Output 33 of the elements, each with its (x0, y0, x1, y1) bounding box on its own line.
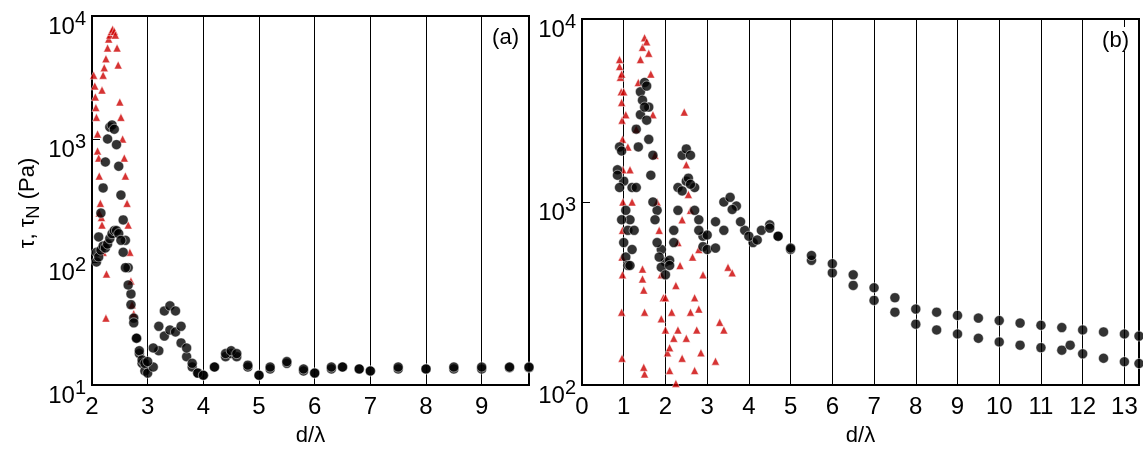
x-tick-label: 1 (617, 391, 631, 419)
annotation: (a) (492, 23, 519, 49)
x-axis-title: d/λ (295, 421, 326, 447)
x-tick-label: 9 (950, 391, 965, 419)
x-tick-label: 0 (575, 391, 589, 419)
x-tick-label: 11 (1028, 391, 1054, 419)
x-tick-label: 6 (308, 391, 322, 419)
x-tick-label: 12 (1069, 391, 1097, 419)
y-tick-label: 10$^{3}$ (538, 192, 576, 226)
x-axis-title: d/λ (845, 421, 876, 447)
x-tick-label: 2 (658, 391, 673, 419)
x-tick-label: 2 (85, 391, 99, 419)
x-tick-label: 5 (783, 391, 798, 419)
x-tick-label: 4 (196, 391, 211, 419)
x-tick-label: 7 (867, 391, 881, 419)
y-tick-label: 10$^{3}$ (48, 129, 86, 163)
x-tick-label: 10 (985, 391, 1013, 419)
x-tick-label: 8 (419, 391, 433, 419)
y-tick-label: 10$^{2}$ (48, 252, 86, 286)
x-tick-label: 3 (700, 391, 714, 419)
annotation: (b) (1102, 26, 1129, 52)
x-tick-label: 8 (909, 391, 923, 419)
x-tick-label: 5 (252, 391, 266, 419)
y-tick-label: 10$^{2}$ (538, 375, 576, 409)
x-tick-label: 13 (1111, 391, 1138, 419)
y-tick-label: 10$^{1}$ (48, 375, 86, 409)
x-tick-label: 4 (742, 391, 756, 419)
x-tick-label: 6 (825, 391, 840, 419)
y-tick-label: 10$^{4}$ (538, 9, 576, 43)
x-tick-label: 3 (140, 391, 155, 419)
x-tick-label: 7 (363, 391, 378, 419)
x-tick-label: 9 (475, 391, 489, 419)
y-tick-label: 10$^{4}$ (48, 6, 86, 40)
